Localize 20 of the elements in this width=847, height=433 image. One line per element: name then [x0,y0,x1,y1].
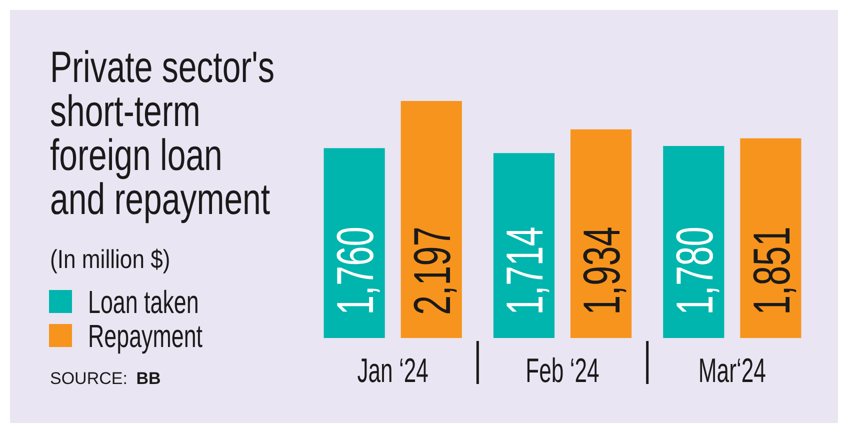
data-label: 1,760 [327,226,385,315]
data-label: 1,934 [574,226,632,315]
source-note: SOURCE: BB [50,369,161,388]
data-label: 2,197 [404,226,462,315]
x-tick-label: Jan ‘24 [357,352,428,390]
legend-label: Loan taken [88,284,199,320]
data-label: 1,851 [744,226,801,315]
bar [493,153,555,338]
chart-title: Private sector's short-term foreign loan and repayment [50,44,274,224]
x-tick-label: Mar‘24 [698,352,766,390]
data-label: 1,780 [666,226,724,315]
bar [324,148,385,338]
bar [400,101,462,338]
bar [663,146,724,338]
bar [740,138,802,338]
x-tick-label: Feb ‘24 [526,352,600,390]
bar [570,129,632,338]
data-label: 1,714 [496,226,554,315]
legend-label: Repayment [88,318,203,354]
text: (In million $) [50,245,170,274]
